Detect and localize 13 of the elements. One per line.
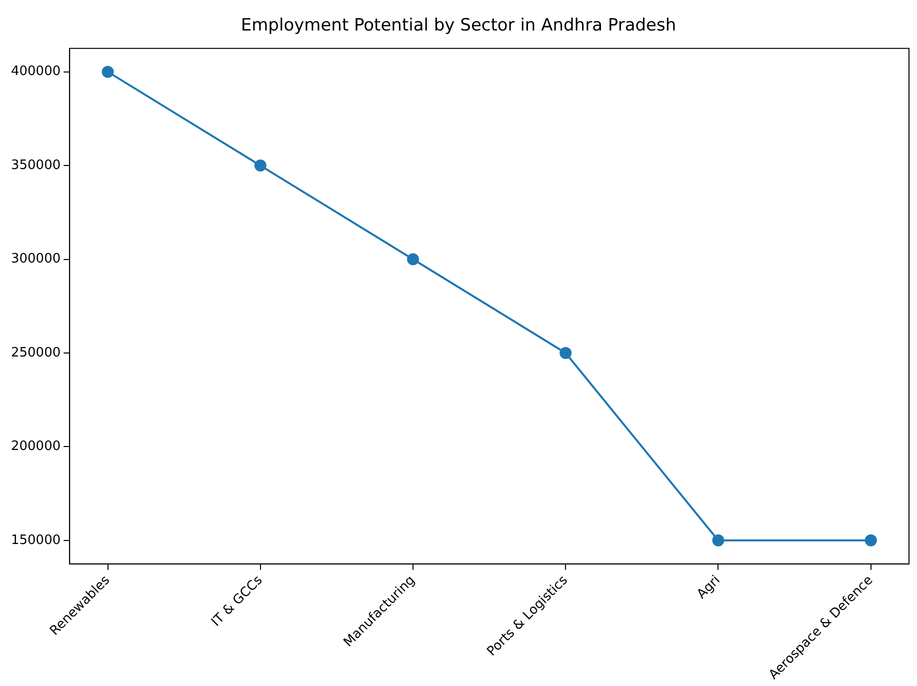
point — [712, 534, 724, 546]
point — [254, 160, 266, 172]
point — [560, 346, 572, 359]
y-tick-label: 200000 — [10, 439, 61, 454]
point — [407, 253, 420, 266]
point — [102, 66, 114, 78]
chart-title: Employment Potential by Sector in Andhra Pradesh — [240, 16, 676, 36]
y-tick-label: 150000 — [10, 532, 61, 548]
y-tick-label: 250000 — [10, 345, 61, 360]
y-tick-label: 400000 — [10, 64, 61, 80]
point — [864, 534, 877, 546]
y-tick-label: 350000 — [10, 158, 61, 173]
y-tick-label: 300000 — [10, 252, 61, 267]
